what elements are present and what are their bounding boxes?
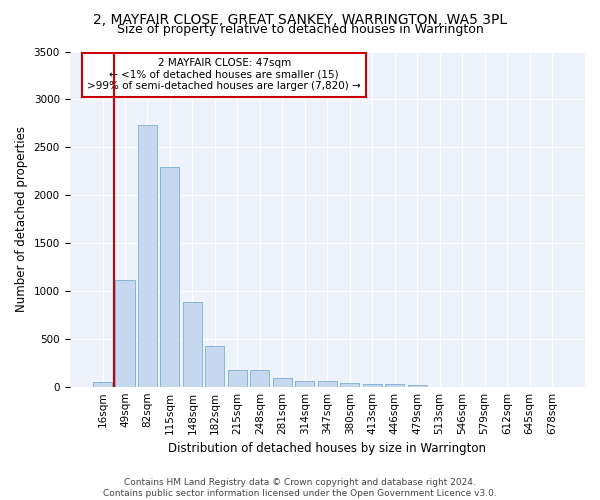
Bar [295,381,314,386]
Bar [362,384,382,386]
X-axis label: Distribution of detached houses by size in Warrington: Distribution of detached houses by size … [168,442,486,455]
Bar [340,384,359,386]
Text: Contains HM Land Registry data © Crown copyright and database right 2024.
Contai: Contains HM Land Registry data © Crown c… [103,478,497,498]
Y-axis label: Number of detached properties: Number of detached properties [15,126,28,312]
Text: 2 MAYFAIR CLOSE: 47sqm
← <1% of detached houses are smaller (15)
>99% of semi-de: 2 MAYFAIR CLOSE: 47sqm ← <1% of detached… [87,58,361,92]
Bar [183,302,202,386]
Bar [205,346,224,387]
Bar [160,168,179,386]
Text: 2, MAYFAIR CLOSE, GREAT SANKEY, WARRINGTON, WA5 3PL: 2, MAYFAIR CLOSE, GREAT SANKEY, WARRINGT… [93,12,507,26]
Text: Size of property relative to detached houses in Warrington: Size of property relative to detached ho… [116,22,484,36]
Bar [93,382,112,386]
Bar [318,382,337,386]
Bar [385,384,404,386]
Bar [115,280,134,386]
Bar [273,378,292,386]
Bar [138,125,157,386]
Bar [228,370,247,386]
Bar [407,385,427,386]
Bar [250,370,269,386]
